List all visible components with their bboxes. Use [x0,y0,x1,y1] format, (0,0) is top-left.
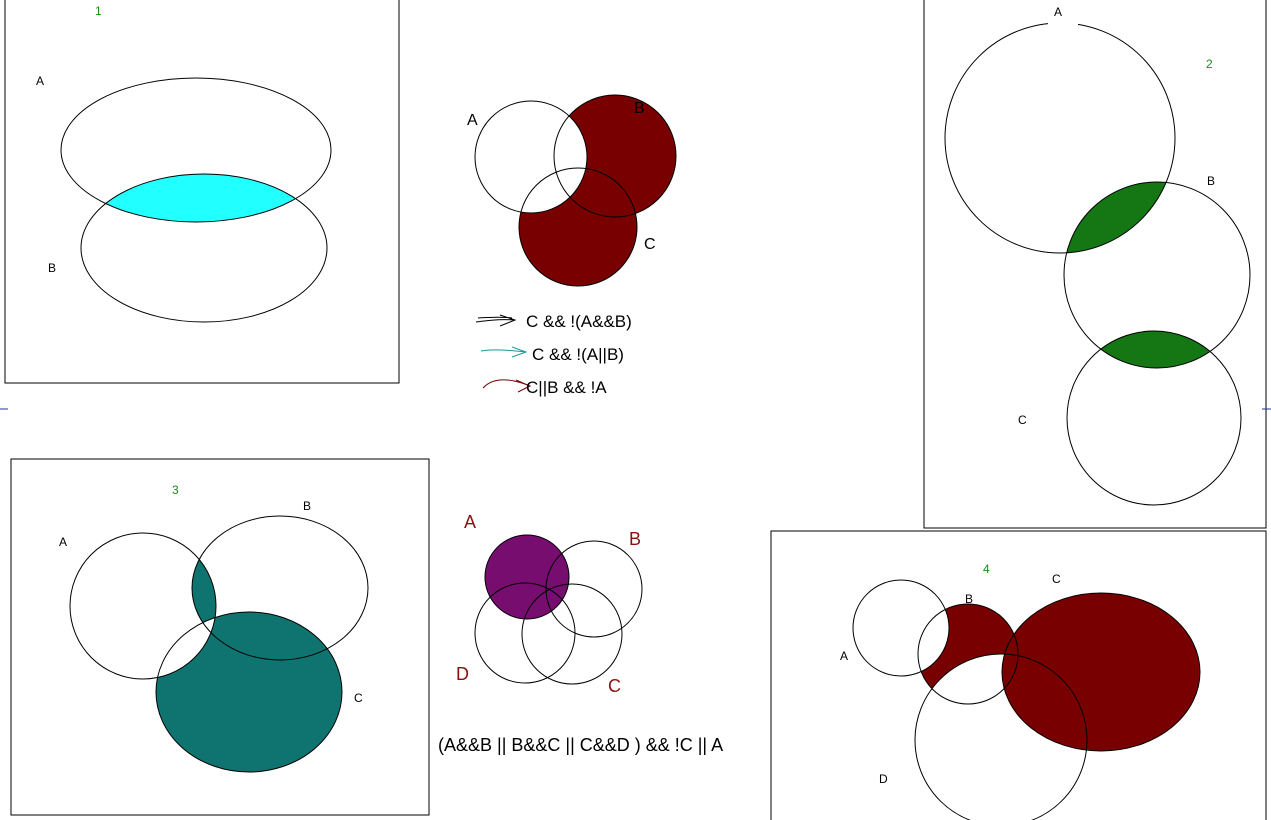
panel-3-circle-a [69,532,217,680]
panel-2-circle-b [1063,181,1251,369]
venn-bottom: A B C D (A&&B || B&&C || C&&D ) && !C ||… [438,512,723,755]
panel-2-label-a: A [1054,5,1062,19]
panel-3-label-c: C [354,691,363,705]
venn-bottom-circle-a [484,534,570,620]
panel-1: 1 A B [4,0,400,384]
panel-4-ellipse-c [1001,592,1201,752]
panel-2-frame [923,0,1267,529]
panel-2-ab-intersection-fill [1064,182,1175,253]
legend-arrow-2 [480,346,528,358]
venn-top-c-fill [519,168,637,286]
panel-1-label-a: A [36,74,44,88]
venn-bottom-circle-c [521,583,623,685]
panel-3: 3 A B C [10,458,430,816]
panel-3-label-a: A [59,535,67,549]
panel-3-ellipse-c [155,611,343,773]
legend-item-2: C && !(A||B) [532,345,624,364]
venn-bottom-circle-b [545,540,643,638]
panel-3-label-b: B [303,499,311,513]
venn-top-circle-b [553,94,677,218]
venn-top-circle-c [518,167,638,287]
panel-2-number: 2 [1206,57,1213,71]
panel-4-label-d: D [879,772,888,786]
legend-item-1: C && !(A&&B) [526,312,632,331]
venn-bottom-a-fill [485,535,569,619]
panel-4-circle-d [914,653,1088,820]
legend-arrow-3 [482,379,532,393]
venn-top-circle-a [474,100,588,214]
panel-2: 2 A B C [923,0,1267,529]
panel-2-circle-c [1066,330,1242,506]
panel-4-label-c: C [1052,572,1061,586]
legend-item-3: C||B && !A [526,378,607,397]
venn-top-label-c: C [644,236,656,253]
panel-4-b-not-a-not-d-fill [918,604,1018,704]
venn-bottom-label-d: D [456,664,469,684]
panel-4-circle-a [852,579,950,677]
legend-arrow-1 [475,314,517,327]
panel-4-circle-b [917,603,1019,705]
venn-top-label-b: B [634,100,645,117]
venn-top-label-a: A [467,112,478,129]
panel-4-label-a: A [840,649,848,663]
panel-1-intersection-fill [81,174,327,222]
venn-bottom-circle-d [474,582,576,684]
venn-top: A B C [467,94,677,287]
panel-3-c-not-a-fill [156,612,342,772]
panel-3-ellipse-b [191,515,369,661]
venn-bottom-label-c: C [608,676,621,696]
venn-bottom-label-a: A [464,512,476,532]
panel-2-label-b: B [1207,174,1215,188]
panel-3-number: 3 [172,483,179,497]
panel-3-frame [10,458,430,816]
panel-1-label-b: B [48,261,56,275]
panel-1-frame [4,0,400,384]
venn-bottom-expression: (A&&B || B&&C || C&&D ) && !C || A [438,735,723,755]
legend: C && !(A&&B) C && !(A||B) C||B && !A [475,312,632,397]
venn-bottom-label-b: B [629,529,641,549]
panel-4-number: 4 [983,562,990,576]
panel-4-c-fill [1002,593,1200,751]
panel-2-label-c: C [1018,413,1027,427]
panel-1-number: 1 [95,4,102,18]
panel-1-ellipse-b [80,173,328,323]
panel-4-frame [770,530,1267,820]
panel-4-label-b: B [965,592,973,606]
panel-4: 4 A B C D [770,530,1267,820]
panel-1-ellipse-a [60,77,332,223]
